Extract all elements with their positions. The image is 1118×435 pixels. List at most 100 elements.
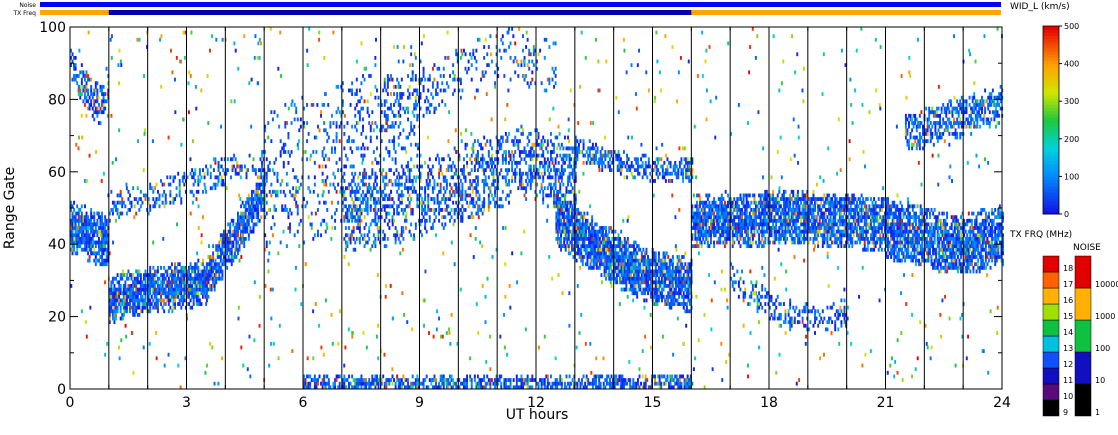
echo-pixel (393, 135, 396, 140)
echo-pixel (177, 269, 180, 274)
echo-pixel (643, 251, 646, 256)
echo-pixel (217, 179, 220, 183)
echo-pixel (741, 218, 743, 223)
echo-pixel (70, 226, 72, 230)
echo-pixel (528, 66, 531, 71)
echo-pixel (508, 193, 510, 198)
echo-pixel (260, 200, 263, 205)
echo-pixel (619, 262, 622, 267)
echo-pixel (444, 175, 447, 180)
echo-pixel (222, 168, 225, 172)
echo-pixel (94, 255, 97, 259)
echo-pixel (520, 171, 523, 176)
echo-pixel (438, 160, 441, 165)
echo-pixel (546, 142, 549, 147)
echo-pixel (684, 262, 687, 267)
echo-pixel (150, 276, 153, 281)
echo-pixel (386, 81, 389, 86)
echo-pixel (620, 269, 623, 274)
echo-pixel (458, 186, 461, 191)
echo-pixel (212, 280, 215, 285)
echo-pixel (284, 193, 287, 198)
echo-pixel (709, 211, 712, 216)
echo-pixel (525, 197, 528, 201)
echo-pixel (727, 218, 730, 223)
echo-pixel (560, 218, 563, 223)
echo-pixel (355, 77, 358, 82)
echo-pixel (227, 244, 230, 249)
echo-pixel (603, 236, 606, 241)
echo-pixel (731, 222, 734, 227)
echo-pixel (609, 240, 612, 245)
echo-pixel (105, 240, 108, 245)
echo-pixel (648, 265, 651, 270)
echo-pixel (400, 189, 403, 194)
echo-pixel (597, 258, 600, 263)
echo-pixel (603, 240, 606, 245)
echo-pixel (411, 63, 414, 68)
echo-pixel (632, 175, 635, 180)
echo-pixel (99, 84, 102, 89)
echo-pixel (614, 229, 617, 234)
echo-pixel (76, 244, 79, 249)
echo-pixel (628, 269, 631, 274)
echo-pixel (597, 265, 600, 270)
echo-pixel (433, 186, 436, 191)
echo-pixel (525, 179, 528, 183)
echo-pixel (674, 164, 677, 169)
echo-pixel (425, 179, 428, 183)
echo-pixel (472, 179, 475, 183)
echo-pixel (393, 124, 396, 129)
echo-pixel (371, 244, 374, 249)
echo-pixel (458, 193, 461, 198)
echo-pixel (348, 226, 350, 230)
echo-pixel (147, 284, 150, 288)
echo-pixel (255, 222, 258, 227)
echo-pixel (180, 291, 183, 296)
echo-pixel (244, 200, 247, 205)
echo-pixel (172, 280, 175, 285)
echo-pixel (539, 146, 542, 151)
echo-pixel (275, 157, 277, 162)
echo-pixel (386, 182, 389, 187)
echo-pixel (695, 200, 698, 205)
echo-pixel (720, 226, 723, 230)
echo-pixel (439, 200, 442, 205)
echo-pixel (195, 273, 198, 277)
echo-pixel (197, 287, 200, 292)
echo-pixel (509, 77, 512, 82)
echo-pixel (653, 291, 656, 296)
echo-pixel (655, 171, 658, 176)
echo-pixel (667, 276, 670, 281)
echo-pixel (537, 131, 540, 136)
echo-pixel (589, 258, 592, 263)
echo-pixel (654, 160, 656, 165)
echo-pixel (385, 211, 388, 216)
echo-pixel (450, 186, 453, 191)
echo-pixel (565, 186, 568, 191)
echo-pixel (399, 240, 402, 245)
echo-pixel (80, 81, 83, 86)
echo-pixel (129, 309, 131, 314)
echo-pixel (129, 305, 131, 310)
echo-pixel (246, 197, 249, 201)
echo-pixel (648, 287, 651, 292)
echo-pixel (567, 200, 570, 205)
echo-pixel (489, 200, 492, 205)
echo-pixel (304, 204, 307, 209)
echo-pixel (439, 164, 442, 169)
echo-pixel (152, 204, 155, 209)
echo-pixel (466, 153, 469, 158)
echo-pixel (83, 204, 86, 209)
echo-pixel (402, 193, 405, 198)
echo-pixel (184, 182, 187, 187)
echo-pixel (602, 236, 604, 241)
echo-pixel (700, 229, 703, 234)
echo-pixel (528, 164, 531, 169)
echo-pixel (506, 135, 509, 140)
echo-pixel (293, 103, 296, 107)
echo-pixel (397, 124, 400, 129)
echo-pixel (119, 316, 122, 321)
echo-pixel (478, 37, 481, 42)
echo-pixel (258, 218, 261, 223)
